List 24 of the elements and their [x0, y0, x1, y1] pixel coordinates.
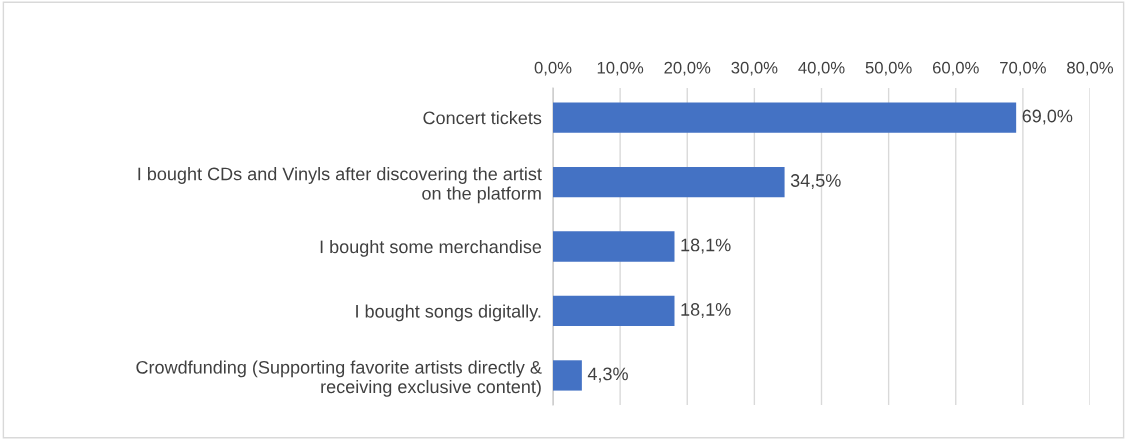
data-label: 18,1% — [681, 303, 731, 318]
x-tick-label: 40,0% — [798, 61, 845, 76]
data-label: 18,1% — [681, 238, 731, 254]
bar — [553, 102, 1017, 133]
y-tick-label: I bought songs digitally. — [356, 304, 541, 322]
y-tick-label: Crowdfunding (Supporting favorite artists directly & receiving exclusive content) — [136, 360, 542, 397]
x-tick-label: 10,0% — [597, 61, 644, 76]
y-tick-label: I bought CDs and Vinyls after discovering the artist on the platform — [138, 167, 542, 204]
x-tick-label: 70,0% — [1000, 61, 1046, 76]
x-tick-label: 30,0% — [731, 61, 778, 76]
bar — [553, 166, 785, 198]
bar — [553, 360, 582, 391]
x-tick-label: 20,0% — [664, 61, 711, 76]
data-label: 34,5% — [790, 174, 841, 190]
y-tick-label: I bought some merchandise — [320, 239, 542, 257]
y-tick-label: Concert tickets — [423, 111, 542, 125]
x-tick-label: 50,0% — [865, 61, 912, 76]
x-tick-label: 0,0% — [534, 61, 572, 76]
x-tick-label: 60,0% — [932, 61, 979, 76]
data-label: 4,3% — [587, 367, 628, 383]
data-label: 69,0% — [1022, 109, 1073, 125]
x-tick-label: 80,0% — [1067, 61, 1114, 76]
bar — [553, 295, 675, 327]
bar — [553, 231, 675, 262]
